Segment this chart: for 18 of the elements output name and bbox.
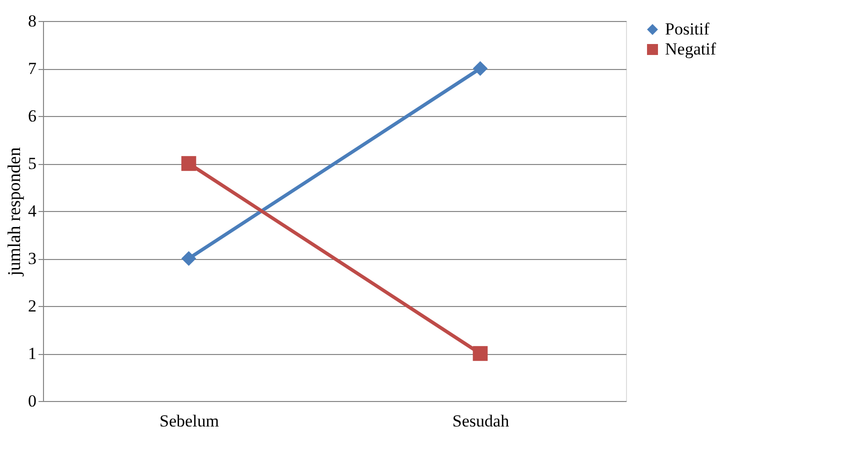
- y-tick-label: 6: [28, 106, 36, 126]
- y-tick-label: 3: [28, 249, 36, 268]
- y-tick-label: 5: [28, 154, 36, 173]
- point: [472, 346, 488, 361]
- y-tick-label: 4: [28, 202, 37, 220]
- y-tick-label: 8: [28, 12, 36, 30]
- x-tick-label: Sebelum: [160, 412, 219, 430]
- y-tick-label: 1: [28, 344, 36, 363]
- x-tick-label: Sesudah: [452, 412, 510, 430]
- y-axis-title: jumlah responden: [4, 147, 24, 277]
- legend-label: Positif: [665, 20, 710, 38]
- y-tick-label: 2: [28, 296, 36, 316]
- point: [472, 61, 488, 76]
- legend-label: Negatif: [665, 40, 716, 58]
- point: [181, 251, 196, 266]
- point: [181, 156, 196, 171]
- y-tick-label: 7: [28, 59, 37, 78]
- y-tick-label: 0: [28, 392, 36, 410]
